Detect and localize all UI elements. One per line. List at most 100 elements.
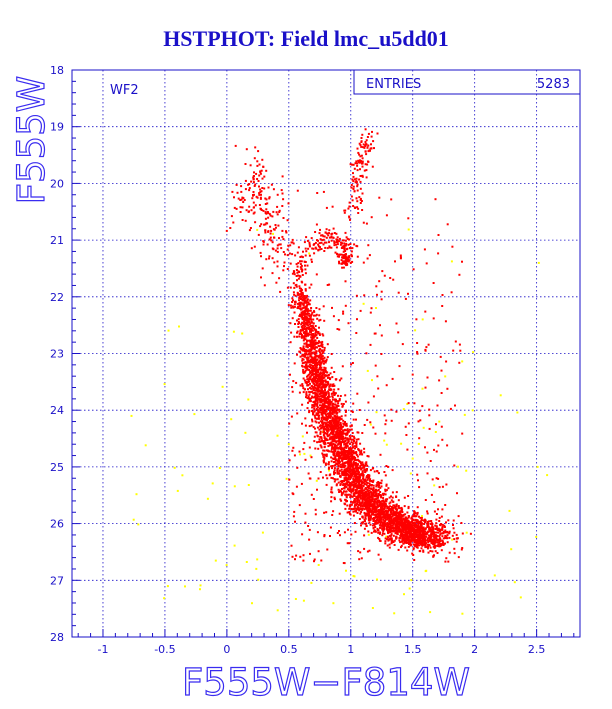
scatter-point [370, 480, 373, 482]
scatter-point [240, 185, 243, 188]
scatter-point [304, 353, 307, 355]
scatter-point [382, 494, 385, 497]
scatter-point [360, 468, 363, 471]
scatter-point-faint [414, 329, 417, 332]
scatter-point [372, 524, 374, 527]
scatter-point [308, 373, 310, 376]
scatter-point [325, 228, 328, 231]
scatter-point [446, 387, 449, 390]
scatter-point [318, 354, 321, 357]
scatter-point [309, 400, 312, 403]
scatter-point [334, 403, 337, 406]
scatter-point [452, 527, 455, 530]
scatter-point [304, 424, 307, 427]
scatter-point [420, 539, 423, 542]
scatter-point [232, 221, 235, 224]
scatter-point [345, 471, 348, 474]
scatter-point [301, 291, 304, 294]
scatter-point [345, 496, 348, 499]
scatter-point [298, 299, 300, 302]
scatter-point [361, 133, 364, 136]
scatter-point [387, 536, 390, 539]
scatter-point [443, 526, 446, 528]
scatter-point [330, 476, 333, 479]
scatter-point [390, 521, 393, 524]
scatter-point [353, 167, 356, 170]
scatter-point [324, 383, 327, 386]
scatter-point [349, 436, 352, 439]
scatter-point [435, 513, 438, 515]
scatter-point [316, 384, 319, 387]
scatter-point [360, 492, 363, 495]
scatter-point [420, 523, 423, 526]
scatter-point [328, 422, 331, 425]
scatter-point [343, 255, 346, 258]
scatter-point [285, 230, 287, 233]
scatter-point [385, 484, 388, 487]
scatter-point [322, 403, 324, 406]
scatter-point [358, 477, 361, 480]
scatter-point [298, 303, 301, 306]
scatter-point [340, 262, 343, 265]
scatter-point [347, 478, 349, 480]
scatter-point [350, 250, 353, 253]
scatter-point [297, 318, 300, 321]
scatter-point [346, 432, 349, 435]
scatter-point [347, 441, 350, 444]
scatter-point [389, 501, 392, 504]
scatter-point [251, 197, 254, 200]
scatter-point [302, 322, 305, 325]
scatter-point [330, 236, 332, 239]
scatter-point [336, 241, 339, 244]
scatter-point [358, 518, 361, 520]
scatter-point [359, 512, 362, 515]
scatter-point [310, 307, 313, 309]
scatter-point [311, 406, 314, 409]
scatter-point [361, 516, 364, 519]
scatter-point [350, 454, 353, 457]
scatter-point-faint [230, 418, 233, 421]
scatter-point [329, 442, 332, 445]
scatter-point [344, 239, 347, 242]
scatter-point [301, 362, 304, 365]
scatter-point [346, 467, 349, 470]
scatter-point [372, 487, 375, 489]
scatter-point [368, 495, 371, 498]
scatter-point [339, 475, 342, 478]
scatter-point [335, 246, 338, 249]
scatter-point [401, 520, 404, 522]
scatter-point [413, 543, 416, 546]
scatter-point [350, 465, 352, 468]
scatter-point-faint [181, 474, 184, 477]
scatter-point [321, 425, 324, 428]
scatter-point [347, 207, 350, 210]
scatter-point [401, 529, 404, 532]
scatter-point [339, 429, 341, 432]
scatter-point [304, 289, 307, 292]
scatter-point [377, 481, 380, 483]
scatter-point [328, 283, 331, 286]
scatter-point [330, 353, 333, 355]
scatter-point [261, 267, 264, 270]
scatter-point [327, 442, 330, 445]
scatter-point [309, 355, 312, 358]
scatter-point [245, 209, 248, 212]
scatter-point [349, 475, 352, 478]
scatter-point [353, 243, 356, 246]
scatter-point [264, 231, 267, 234]
scatter-point [357, 493, 360, 496]
scatter-point [330, 423, 333, 426]
scatter-point [319, 420, 322, 423]
scatter-point [338, 379, 341, 382]
scatter-point [277, 224, 280, 227]
scatter-point [379, 486, 382, 489]
scatter-point [305, 306, 308, 309]
scatter-point [401, 508, 404, 511]
scatter-point [403, 519, 406, 522]
scatter-point [406, 549, 409, 552]
scatter-point [390, 533, 393, 536]
scatter-point [290, 306, 293, 309]
scatter-point [297, 293, 300, 296]
scatter-point [358, 502, 361, 505]
scatter-point [361, 192, 364, 195]
